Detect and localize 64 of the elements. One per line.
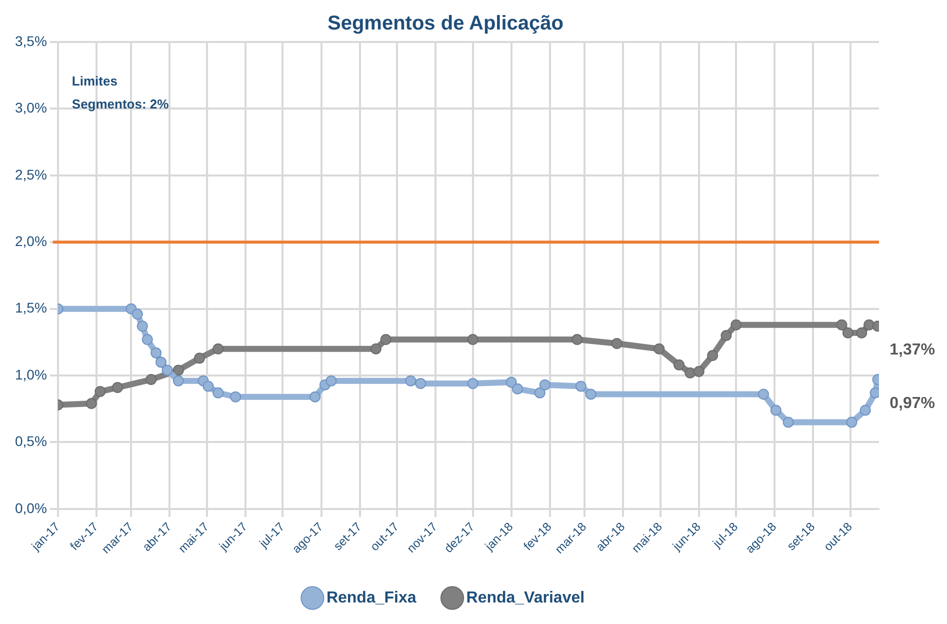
point [684, 367, 696, 378]
y-tick-label: 2,0% [14, 232, 47, 249]
legend-label: Renda_Fixa [326, 589, 416, 606]
point [142, 334, 153, 346]
legend-label: Renda_Variavel [466, 589, 585, 606]
point [846, 416, 858, 428]
y-tick-label: 3,0% [14, 100, 47, 116]
point [575, 380, 586, 392]
point [707, 350, 718, 362]
point [212, 387, 224, 398]
point [467, 334, 478, 346]
y-tick-label: 0,5% [14, 433, 47, 450]
point [194, 352, 206, 364]
point [94, 386, 106, 398]
point [370, 343, 382, 354]
point [730, 319, 742, 330]
point [156, 356, 167, 368]
point [693, 366, 704, 378]
point [720, 330, 732, 342]
point [770, 404, 782, 416]
point [405, 375, 416, 386]
point [654, 343, 665, 354]
point [534, 387, 546, 398]
point [146, 374, 157, 386]
point [136, 320, 148, 332]
point [310, 391, 321, 402]
point [326, 375, 337, 386]
y-tick-label: 3,5% [14, 32, 47, 49]
y-tick-label: 0,0% [14, 500, 47, 516]
point [674, 359, 685, 370]
point [506, 376, 517, 388]
point [864, 319, 875, 330]
point [758, 388, 769, 400]
annotation: Segmentos: 2% [72, 96, 170, 112]
point [842, 327, 854, 338]
point [836, 319, 848, 330]
point [380, 334, 392, 346]
point [572, 334, 583, 346]
point [172, 375, 184, 386]
y-tick-label: 2,5% [14, 166, 47, 182]
point [162, 364, 173, 376]
point [172, 364, 184, 376]
y-tick-label: 1,5% [14, 300, 47, 316]
point [212, 343, 224, 354]
data-label: 1,37% [890, 342, 935, 359]
point [150, 347, 162, 358]
data-label: 0,97% [890, 394, 935, 412]
point [856, 327, 868, 338]
annotation: Limites [72, 74, 118, 89]
point [86, 398, 97, 410]
point [112, 382, 124, 394]
point [611, 338, 622, 350]
y-tick-label: 1,0% [14, 366, 47, 382]
point [415, 378, 426, 390]
point [860, 404, 871, 416]
chart-title: Segmentos de Aplicação [328, 12, 564, 35]
point [202, 380, 214, 392]
point [539, 379, 550, 390]
point [467, 378, 478, 390]
point [230, 391, 242, 402]
point [782, 416, 794, 428]
point [512, 383, 524, 394]
point [132, 308, 143, 320]
point [585, 388, 596, 400]
